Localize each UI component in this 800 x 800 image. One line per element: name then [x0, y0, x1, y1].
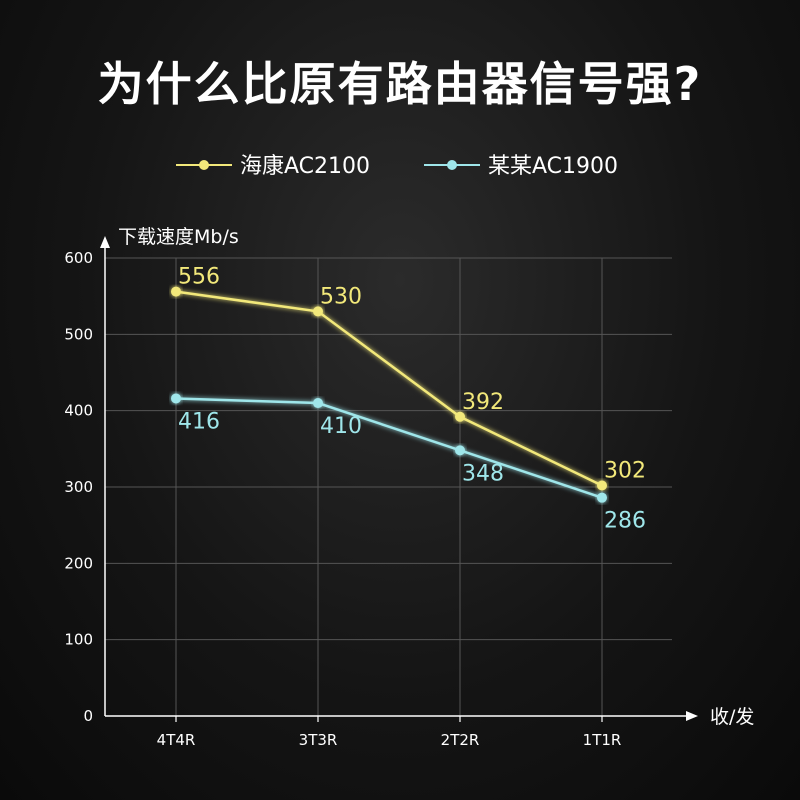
series: 556 530 392 302 416 410 348 286 — [171, 265, 646, 534]
y-tick-label: 500 — [64, 325, 93, 343]
data-label: 392 — [462, 390, 504, 415]
legend-marker — [199, 160, 209, 170]
data-point — [455, 445, 465, 456]
legend-label: 某某AC1900 — [488, 154, 618, 179]
legend: 海康AC2100 某某AC1900 — [176, 154, 618, 179]
y-axis-title: 下载速度Mb/s — [118, 226, 239, 248]
data-label: 410 — [320, 414, 362, 439]
data-label: 416 — [178, 409, 220, 434]
series-line-2 — [175, 397, 603, 499]
y-tick-label: 400 — [64, 402, 93, 420]
data-label: 348 — [462, 461, 504, 486]
data-point — [597, 480, 607, 491]
series-line-1 — [175, 290, 603, 487]
y-tick-label: 200 — [64, 554, 93, 572]
y-axis-arrow-icon — [100, 236, 110, 248]
y-tick-label: 600 — [64, 249, 93, 267]
x-tick-label: 4T4R — [157, 731, 196, 749]
data-label: 302 — [604, 458, 646, 483]
page-title: 为什么比原有路由器信号强? — [97, 57, 703, 111]
data-label: 556 — [178, 265, 220, 290]
data-label: 530 — [320, 284, 362, 309]
axes: 0 100 200 300 400 500 600 4T4R 3T3R 2T2R 1T1R 下载速度M… — [64, 226, 754, 749]
data-point — [171, 286, 181, 297]
grid — [105, 257, 672, 716]
legend-marker — [447, 160, 457, 170]
data-point — [455, 411, 465, 422]
y-tick-label: 300 — [64, 478, 93, 496]
data-point — [597, 492, 607, 503]
legend-label: 海康AC2100 — [240, 154, 370, 179]
data-point — [313, 306, 323, 317]
x-axis-arrow-icon — [686, 711, 698, 721]
y-tick-label: 100 — [64, 631, 93, 649]
y-tick-label: 0 — [83, 707, 93, 725]
data-label: 286 — [604, 509, 646, 534]
x-axis-title: 收/发 — [710, 706, 754, 728]
x-tick-label: 3T3R — [299, 731, 338, 749]
x-tick-label: 1T1R — [583, 731, 622, 749]
data-point — [171, 393, 181, 404]
data-point — [313, 398, 323, 409]
x-tick-label: 2T2R — [441, 731, 480, 749]
